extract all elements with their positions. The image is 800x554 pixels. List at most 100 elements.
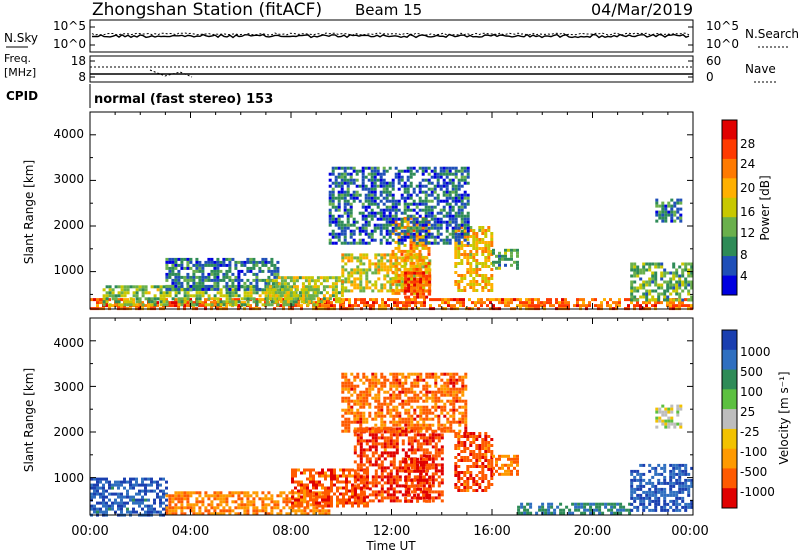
power-cell bbox=[231, 278, 235, 282]
velocity-cell bbox=[463, 489, 467, 492]
velocity-cell bbox=[374, 378, 378, 382]
power-cell bbox=[403, 187, 407, 191]
power-cell bbox=[451, 217, 455, 221]
velocity-cell bbox=[353, 375, 357, 379]
power-cell bbox=[358, 184, 362, 188]
velocity-cell bbox=[428, 481, 432, 485]
power-cell bbox=[228, 303, 232, 307]
freq-left-tick-bottom: 8 bbox=[78, 70, 86, 84]
power-cell bbox=[636, 289, 640, 293]
power-cell bbox=[389, 283, 393, 287]
power-cell bbox=[678, 274, 682, 278]
velocity-cell bbox=[270, 497, 274, 501]
velocity-cell bbox=[291, 497, 295, 501]
velocity-cell bbox=[144, 504, 147, 508]
velocity-cell bbox=[416, 499, 420, 503]
power-cell bbox=[180, 275, 184, 279]
velocity-cell bbox=[428, 466, 432, 470]
velocity-cell bbox=[330, 504, 333, 508]
power-cell bbox=[466, 220, 470, 224]
velocity-cell bbox=[398, 490, 402, 494]
power-cell bbox=[675, 304, 678, 308]
velocity-cell bbox=[135, 492, 138, 496]
power-cell bbox=[347, 256, 351, 260]
velocity-cell bbox=[371, 445, 375, 449]
velocity-cell bbox=[165, 492, 168, 496]
power-cell bbox=[339, 304, 342, 308]
power-cell bbox=[102, 300, 106, 304]
power-cell bbox=[654, 283, 658, 287]
power-cell bbox=[255, 272, 259, 276]
velocity-cell bbox=[270, 512, 274, 516]
power-cell bbox=[427, 178, 431, 182]
power-cell bbox=[442, 169, 446, 173]
velocity-cell bbox=[366, 495, 369, 499]
power-cell bbox=[381, 301, 384, 305]
power-cell bbox=[403, 225, 407, 229]
velocity-cell bbox=[428, 442, 432, 446]
power-cell bbox=[388, 220, 392, 224]
power-cell bbox=[366, 301, 369, 305]
power-cell bbox=[186, 294, 190, 298]
velocity-cell bbox=[513, 460, 516, 464]
velocity-cell bbox=[398, 372, 402, 376]
power-cell bbox=[114, 304, 117, 308]
power-cell bbox=[366, 304, 369, 308]
velocity-cell bbox=[342, 480, 345, 484]
power-cell bbox=[475, 232, 479, 235]
velocity-cell bbox=[345, 501, 348, 505]
power-cell bbox=[243, 291, 247, 295]
power-cell bbox=[427, 252, 431, 256]
velocity-cell bbox=[359, 445, 363, 449]
velocity-cell bbox=[437, 463, 441, 467]
velocity-cell bbox=[380, 499, 384, 503]
power-cell bbox=[265, 300, 269, 304]
power-cell bbox=[267, 269, 271, 273]
power-cell bbox=[672, 304, 675, 308]
power-cell bbox=[264, 301, 267, 305]
velocity-cell bbox=[481, 480, 485, 483]
velocity-cell bbox=[490, 474, 494, 477]
power-cell bbox=[228, 257, 232, 261]
velocity-cell bbox=[312, 480, 315, 484]
velocity-cell bbox=[371, 396, 375, 400]
power-cell bbox=[198, 287, 202, 291]
power-cell bbox=[404, 271, 408, 275]
power-cell bbox=[349, 166, 353, 170]
power-cell bbox=[360, 298, 363, 302]
power-cell bbox=[213, 304, 216, 308]
power-cell bbox=[355, 178, 359, 182]
power-cell bbox=[421, 279, 425, 283]
velocity-cell bbox=[102, 489, 105, 493]
power-cell bbox=[319, 276, 323, 280]
velocity-cell bbox=[398, 396, 402, 400]
power-cell bbox=[463, 220, 467, 224]
velocity-cell bbox=[389, 426, 393, 430]
power-cell bbox=[156, 297, 160, 301]
velocity-cell bbox=[434, 466, 438, 470]
power-cell bbox=[352, 166, 356, 170]
power-cell bbox=[412, 190, 416, 194]
power-cell bbox=[210, 297, 214, 301]
power-cell bbox=[409, 169, 413, 173]
power-cell bbox=[328, 232, 332, 236]
power-cell bbox=[690, 286, 694, 290]
power-cell bbox=[337, 220, 341, 224]
power-cell bbox=[460, 259, 464, 262]
power-cell bbox=[484, 235, 488, 238]
power-cell bbox=[352, 199, 356, 203]
power-cell bbox=[364, 241, 368, 245]
velocity-cell bbox=[374, 484, 378, 488]
power-cell bbox=[352, 241, 356, 245]
power-cell bbox=[394, 246, 398, 250]
power-cell bbox=[664, 204, 668, 208]
power-cell bbox=[361, 187, 365, 191]
power-cell bbox=[666, 286, 670, 290]
power-cell bbox=[427, 220, 431, 224]
velocity-cell bbox=[365, 420, 369, 424]
power-cell bbox=[439, 217, 443, 221]
power-cell bbox=[346, 202, 350, 206]
velocity-cell bbox=[318, 509, 322, 513]
velocity-cell bbox=[141, 480, 144, 484]
power-cell bbox=[192, 275, 196, 279]
